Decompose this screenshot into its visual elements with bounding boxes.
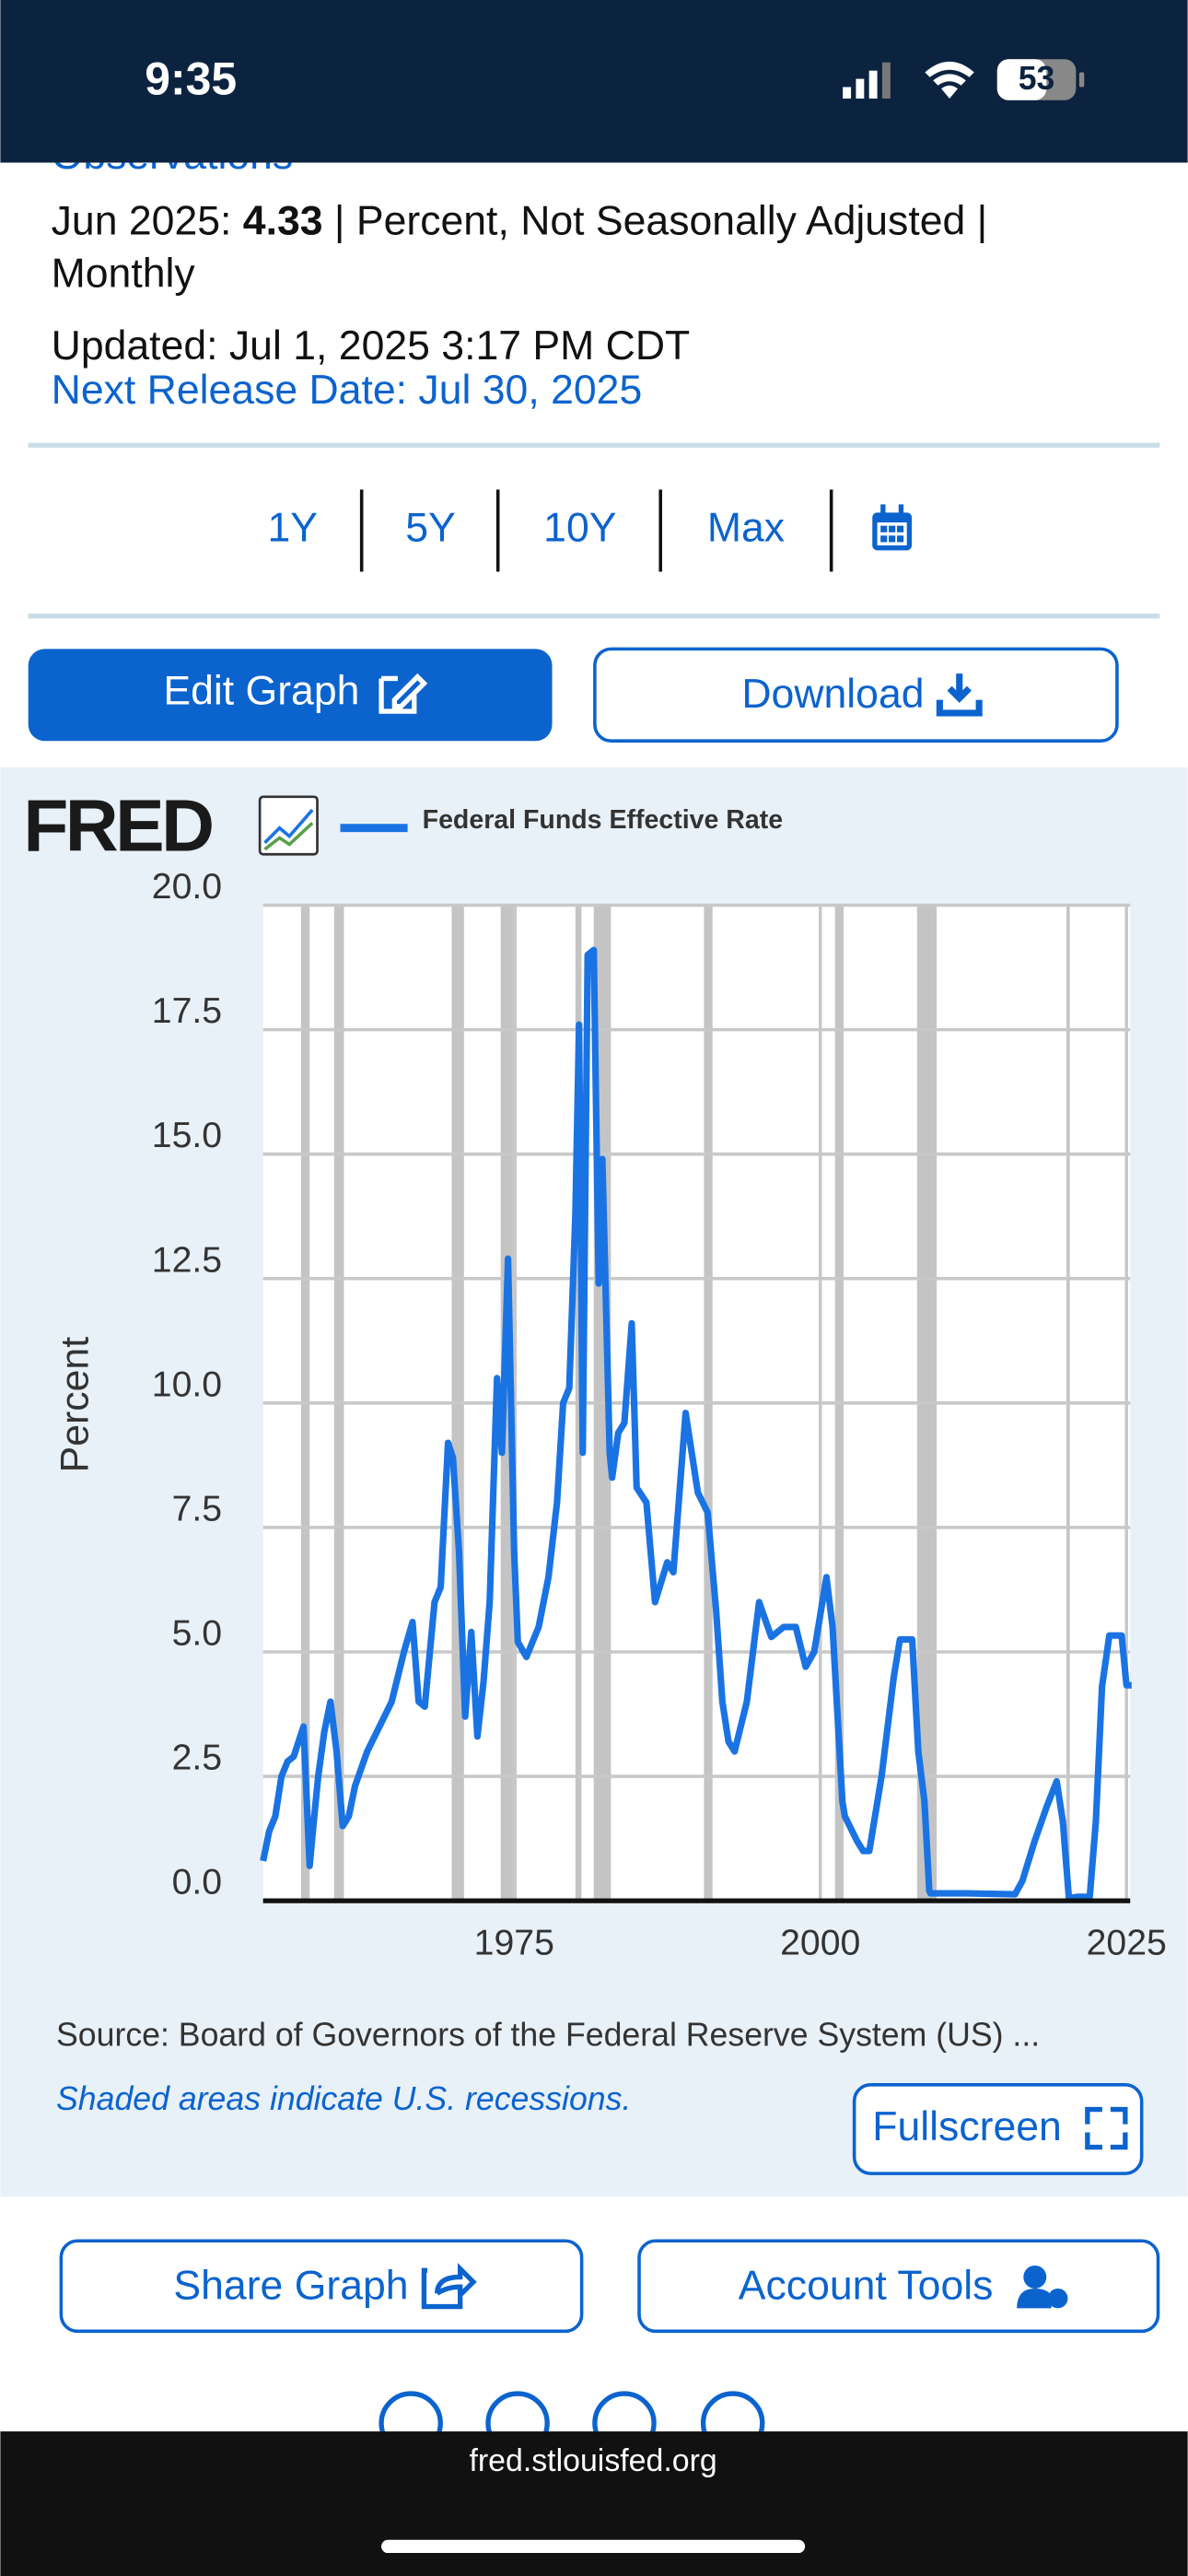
recession-note: Shaded areas indicate U.S. recessions. (56, 2080, 631, 2117)
y-tick-label: 5.0 (172, 1612, 223, 1653)
obs-date: Jun 2025: (52, 198, 243, 243)
range-button[interactable]: 10Y (543, 506, 616, 551)
calendar-icon[interactable] (872, 504, 913, 551)
url: fred.stlouisfed.org (469, 2443, 716, 2478)
edit-graph-button[interactable] (28, 649, 553, 742)
next-release: Next Release Date: Jul 30, 2025 (52, 368, 643, 413)
download-icon (936, 673, 983, 717)
y-tick-label: 0.0 (172, 1862, 223, 1903)
legend-label: Federal Funds Effective Rate (423, 805, 783, 835)
y-tick-label: 10.0 (152, 1364, 222, 1404)
battery-level: 53 (1019, 60, 1055, 97)
source: Source: Board of Governors of the Federa… (56, 2017, 1040, 2054)
share-label[interactable]: Share Graph (173, 2264, 408, 2309)
y-tick-label: 2.5 (172, 1738, 223, 1778)
updated: Updated: Jul 1, 2025 3:17 PM CDT (52, 323, 691, 369)
account-icon (1017, 2265, 1068, 2309)
obs-units: | Percent, Not Seasonally Adjusted | (323, 198, 988, 243)
clock: 9:35 (145, 53, 237, 104)
y-tick-label: 7.5 (172, 1488, 223, 1528)
y-tick-label: 15.0 (152, 1115, 222, 1155)
status-icons (843, 59, 1085, 100)
y-axis-label: Percent (52, 1337, 97, 1473)
y-tick-label: 20.0 (152, 866, 222, 907)
obs-value: 4.33 (243, 198, 323, 243)
plot: 0.0 2.5 5.0 7.5 10.0 12.5 15.0 17.5 20.0 1975 2000… (152, 866, 1167, 1963)
edit-graph-label[interactable]: Edit Graph (163, 668, 359, 713)
share-icon (421, 2263, 477, 2310)
range-button[interactable]: Max (707, 506, 785, 551)
range-separators (359, 489, 833, 572)
fullscreen-button[interactable] (852, 2083, 1144, 2175)
range-button[interactable]: 5Y (405, 506, 456, 551)
y-tick-label: 17.5 (152, 990, 222, 1031)
download-button[interactable] (593, 647, 1119, 743)
home-indicator (381, 2539, 806, 2554)
obs-frequency: Monthly (52, 251, 196, 296)
fullscreen-icon (1085, 2106, 1128, 2150)
series-line (260, 946, 1132, 1902)
fred-logo: FRED (23, 784, 212, 867)
fullscreen-label[interactable]: Fullscreen (872, 2104, 1062, 2149)
download-label[interactable]: Download (741, 672, 924, 717)
account-label[interactable]: Account Tools (739, 2264, 994, 2309)
status-bar (0, 0, 1188, 163)
range-button[interactable]: 1Y (268, 506, 319, 551)
logo-icon (258, 795, 319, 856)
x-tick-label: 2025 (1087, 1923, 1167, 1963)
account-button[interactable] (637, 2239, 1160, 2334)
x-tick-label: 1975 (474, 1923, 554, 1963)
x-tick-label: 2000 (780, 1923, 860, 1963)
edit-icon (379, 673, 428, 714)
observation: Jun 2025: 4.33 | Percent, Not Seasonally… (52, 198, 988, 243)
y-tick-label: 12.5 (152, 1239, 222, 1280)
